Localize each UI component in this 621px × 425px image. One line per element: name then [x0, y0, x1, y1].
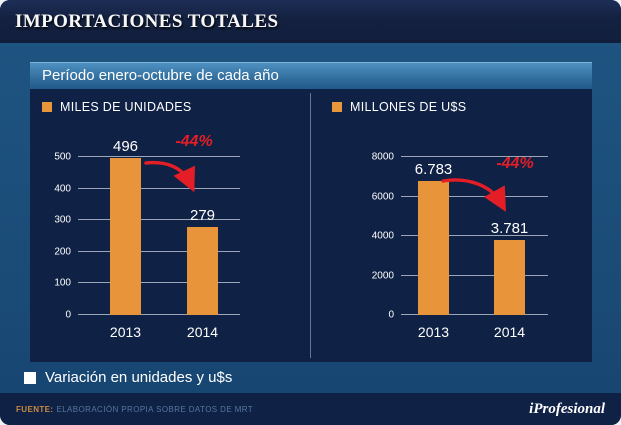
- chart-usd: MILLONES DE U$S 0 2000 4000 6000 8000 6.783 20…: [311, 89, 592, 362]
- bar-2014: 3.781 2014: [491, 220, 529, 340]
- bar-2013: 6.783 2013: [415, 161, 453, 340]
- units-plot: 0 100 200 300 400 500 496 2013 279 2014: [54, 138, 240, 340]
- footer-bar: FUENTE: ELABORACIÓN PROPIA SOBRE DATOS DE…: [0, 393, 621, 425]
- y-tick-label: 8000: [371, 151, 394, 163]
- source-label: FUENTE:: [16, 404, 54, 414]
- y-tick-label: 300: [54, 214, 71, 226]
- source-note: FUENTE: ELABORACIÓN PROPIA SOBRE DATOS DE…: [16, 405, 253, 414]
- y-tick-label: 2000: [371, 270, 394, 281]
- bar-value-label: 496: [112, 138, 139, 156]
- bottom-legend: Variación en unidades y u$s: [24, 369, 232, 386]
- y-tick-label: 400: [54, 183, 71, 195]
- y-tick-label: 100: [54, 277, 71, 289]
- usd-chart-title: MILLONES DE U$S: [350, 100, 467, 114]
- subtitle-bar: Período enero-octubre de cada año: [30, 62, 592, 89]
- brand-logo: iProfesional: [529, 400, 605, 417]
- charts-panel: MILES DE UNIDADES 0 100 200 300 400 500 496 201…: [30, 89, 592, 362]
- gridline: [401, 235, 548, 236]
- x-category-label: 2014: [186, 324, 219, 340]
- gridline: [401, 314, 548, 315]
- legend-marker-icon: [332, 102, 342, 112]
- bottom-legend-label: Variación en unidades y u$s: [45, 369, 233, 386]
- gridline: [401, 156, 548, 157]
- page-title: IMPORTACIONES TOTALES: [15, 11, 279, 32]
- period-subtitle: Período enero-octubre de cada año: [42, 67, 279, 84]
- drop-arrow-icon: [441, 178, 506, 212]
- y-tick-label: 200: [54, 246, 71, 258]
- usd-plot: 0 2000 4000 6000 8000 6.783 2013 3.781 2014: [372, 152, 548, 340]
- gridline: [78, 156, 240, 157]
- title-bar: IMPORTACIONES TOTALES: [0, 0, 621, 43]
- x-category-label: 2014: [493, 324, 526, 340]
- bar-value-label: 279: [189, 206, 216, 224]
- units-header: MILES DE UNIDADES: [42, 100, 192, 114]
- chart-units: MILES DE UNIDADES 0 100 200 300 400 500 496 201…: [30, 89, 310, 362]
- y-tick-label: 6000: [371, 191, 394, 202]
- x-category-label: 2013: [417, 324, 450, 340]
- usd-drop-percent: -44%: [496, 155, 534, 172]
- bar-2013: 496 2013: [110, 138, 141, 340]
- gridline: [401, 274, 548, 276]
- bar-value-label: 6.783: [414, 161, 453, 179]
- bar-value-label: 3.781: [490, 220, 529, 238]
- gridline: [78, 282, 240, 284]
- y-tick-label: 500: [54, 151, 71, 163]
- x-category-label: 2013: [109, 324, 142, 340]
- source-text: ELABORACIÓN PROPIA SOBRE DATOS DE MRT: [56, 404, 254, 414]
- y-tick-label: 4000: [371, 230, 394, 242]
- bar-2014: 279 2014: [187, 207, 218, 340]
- y-tick-label: 0: [65, 309, 71, 321]
- legend-marker-icon: [24, 371, 36, 384]
- y-tick-label: 0: [388, 309, 394, 321]
- gridline: [78, 219, 240, 221]
- gridline: [78, 250, 240, 252]
- gridline: [78, 187, 240, 189]
- usd-header: MILLONES DE U$S: [332, 100, 466, 114]
- units-chart-title: MILES DE UNIDADES: [60, 100, 192, 114]
- units-drop-percent: -44%: [175, 133, 213, 150]
- gridline: [78, 314, 240, 315]
- panel-divider: [310, 93, 311, 358]
- legend-marker-icon: [42, 102, 52, 112]
- drop-arrow-icon: [144, 160, 195, 193]
- gridline: [401, 195, 548, 197]
